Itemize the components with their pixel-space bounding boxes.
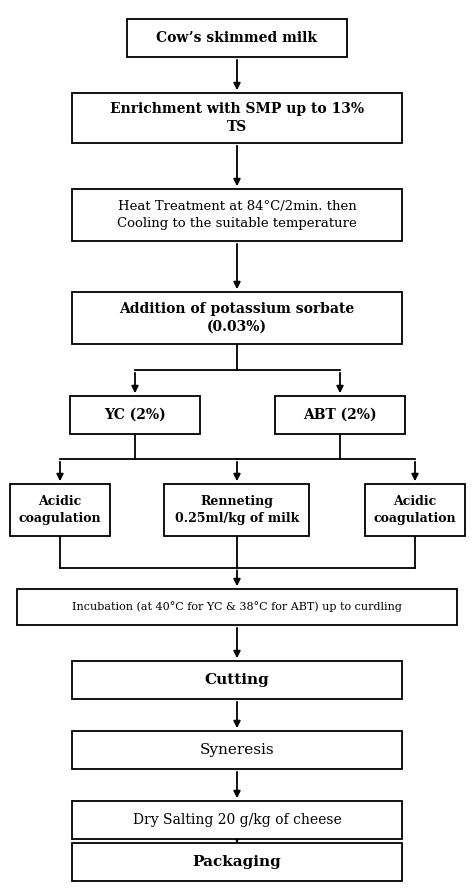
Text: Addition of potassium sorbate
(0.03%): Addition of potassium sorbate (0.03%) [119,302,355,334]
Text: Enrichment with SMP up to 13%
TS: Enrichment with SMP up to 13% TS [110,102,364,134]
Text: Incubation (at 40°C for YC & 38°C for ABT) up to curdling: Incubation (at 40°C for YC & 38°C for AB… [72,601,402,612]
FancyBboxPatch shape [10,484,110,536]
Text: ABT (2%): ABT (2%) [303,408,377,422]
FancyBboxPatch shape [72,189,402,241]
FancyBboxPatch shape [275,396,405,434]
Text: Acidic
coagulation: Acidic coagulation [18,495,101,525]
FancyBboxPatch shape [72,292,402,344]
Text: Heat Treatment at 84°C/2min. then
Cooling to the suitable temperature: Heat Treatment at 84°C/2min. then Coolin… [117,200,357,230]
Text: Acidic
coagulation: Acidic coagulation [374,495,456,525]
Text: Syneresis: Syneresis [200,743,274,757]
Text: Cow’s skimmed milk: Cow’s skimmed milk [156,31,318,45]
Text: Cutting: Cutting [205,673,269,687]
FancyBboxPatch shape [72,731,402,769]
Text: Dry Salting 20 g/kg of cheese: Dry Salting 20 g/kg of cheese [133,813,341,827]
Text: Renneting
0.25ml/kg of milk: Renneting 0.25ml/kg of milk [175,495,299,525]
Text: Packaging: Packaging [192,855,282,869]
Text: YC (2%): YC (2%) [104,408,166,422]
FancyBboxPatch shape [70,396,200,434]
FancyBboxPatch shape [72,93,402,143]
FancyBboxPatch shape [164,484,310,536]
FancyBboxPatch shape [17,589,457,625]
FancyBboxPatch shape [72,801,402,839]
FancyBboxPatch shape [72,661,402,699]
FancyBboxPatch shape [72,843,402,881]
FancyBboxPatch shape [365,484,465,536]
FancyBboxPatch shape [127,19,347,57]
